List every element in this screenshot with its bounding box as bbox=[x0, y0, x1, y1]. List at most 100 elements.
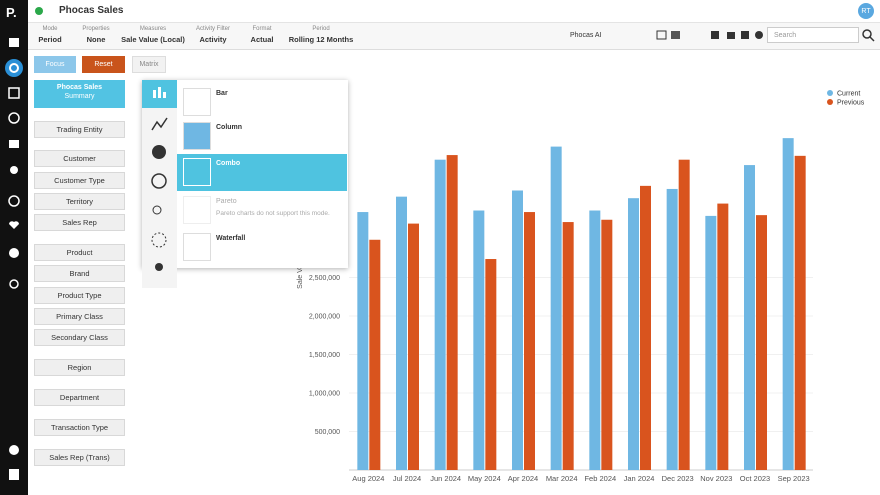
y-tick-label: 1,000,000 bbox=[309, 391, 340, 398]
toolbar-group-label: Activity Filter bbox=[195, 26, 231, 32]
bar bbox=[550, 146, 562, 470]
toolbar-group-value: Rolling 12 Months bbox=[288, 35, 354, 44]
toolbar-icons bbox=[656, 30, 763, 40]
dimension-button[interactable]: Sales Rep bbox=[34, 214, 125, 231]
toolbar-group-label: Mode bbox=[42, 26, 58, 32]
menu-item-column[interactable]: Column bbox=[177, 118, 347, 154]
bar bbox=[512, 190, 523, 471]
bar bbox=[717, 203, 729, 470]
toolbar-group-label: Period bbox=[312, 26, 330, 32]
y-tick-label: 500,000 bbox=[315, 429, 340, 436]
bar bbox=[369, 239, 381, 470]
legend-label: Current bbox=[837, 91, 860, 98]
top-bar: Phocas Sales RT bbox=[28, 0, 880, 23]
bar bbox=[485, 259, 497, 470]
toolbar-group-value: Actual bbox=[250, 35, 274, 44]
logo[interactable]: P. bbox=[6, 5, 17, 20]
bar bbox=[628, 198, 639, 470]
dimension-button[interactable]: Trading Entity bbox=[34, 121, 125, 138]
x-tick-label: Nov 2023 bbox=[700, 474, 732, 483]
dimension-button[interactable]: Secondary Class bbox=[34, 329, 125, 346]
menu-icon-column bbox=[142, 80, 177, 288]
bar bbox=[756, 215, 767, 470]
dimension-button[interactable]: Product bbox=[34, 244, 125, 261]
chart-type-menu: Bar Column Combo Pareto Pareto charts do … bbox=[142, 80, 348, 288]
y-tick-label: 2,500,000 bbox=[309, 275, 340, 282]
summary-title: Phocas Sales bbox=[56, 84, 103, 91]
menu-item-note: Pareto charts do not support this mode. bbox=[216, 210, 330, 217]
dimension-button[interactable]: Product Type bbox=[34, 287, 125, 304]
x-tick-label: Oct 2023 bbox=[740, 474, 770, 483]
bar bbox=[744, 165, 755, 470]
x-tick-label: Jun 2024 bbox=[430, 474, 461, 483]
database-title[interactable]: Phocas Sales bbox=[59, 5, 124, 16]
toolbar-group[interactable]: Properties None bbox=[82, 26, 109, 44]
dimension-button[interactable]: Territory bbox=[34, 193, 125, 210]
nav-bar: P. bbox=[0, 0, 28, 495]
dimension-button[interactable]: Transaction Type bbox=[34, 419, 125, 436]
bar bbox=[357, 212, 369, 471]
menu-item-label: Column bbox=[216, 124, 243, 131]
reset-button[interactable]: Reset bbox=[82, 56, 125, 73]
bar bbox=[678, 159, 690, 470]
toolbar-group[interactable]: Format Actual bbox=[251, 26, 274, 44]
bar bbox=[794, 155, 806, 470]
y-tick-label: 1,500,000 bbox=[309, 352, 340, 359]
x-tick-label: Aug 2024 bbox=[352, 474, 384, 483]
user-avatar[interactable]: RT bbox=[858, 3, 874, 19]
menu-item-label: Pareto bbox=[216, 198, 237, 205]
dimension-button[interactable]: Department bbox=[34, 389, 125, 406]
bar bbox=[666, 188, 678, 470]
bar bbox=[434, 159, 446, 470]
toolbar-group-value: Sale Value (Local) bbox=[121, 35, 185, 44]
toolbar-group-label: Format bbox=[252, 26, 272, 32]
toolbar-group-label: Measures bbox=[139, 26, 167, 32]
dimension-button[interactable]: Primary Class bbox=[34, 308, 125, 325]
bar bbox=[601, 219, 613, 470]
menu-item-label: Combo bbox=[216, 160, 241, 167]
dimension-button[interactable]: Customer bbox=[34, 150, 125, 167]
x-tick-label: May 2024 bbox=[468, 474, 501, 483]
status-dot bbox=[35, 7, 43, 15]
bar bbox=[562, 222, 574, 470]
menu-item-pareto: Pareto Pareto charts do not support this … bbox=[177, 192, 347, 228]
toolbar-group[interactable]: Activity Filter Activity bbox=[196, 26, 230, 44]
bar bbox=[524, 212, 535, 471]
bar bbox=[589, 210, 601, 470]
ai-button[interactable]: Phocas AI bbox=[570, 32, 602, 39]
y-axis-label: Sale Value ( bbox=[297, 251, 304, 289]
x-tick-label: Mar 2024 bbox=[546, 474, 578, 483]
matrix-button[interactable]: Matrix bbox=[132, 56, 166, 73]
bar bbox=[408, 223, 419, 470]
summary-button[interactable]: Phocas Sales Summary bbox=[34, 80, 125, 108]
y-tick-label: 2,000,000 bbox=[309, 314, 340, 321]
toolbar-group-value: Period bbox=[38, 35, 62, 44]
bar bbox=[640, 185, 651, 470]
toolbar-group-value: Activity bbox=[199, 35, 227, 44]
dimension-button[interactable]: Sales Rep (Trans) bbox=[34, 449, 125, 466]
bar bbox=[782, 138, 794, 470]
legend-swatch bbox=[827, 90, 833, 96]
x-tick-label: Sep 2023 bbox=[778, 474, 810, 483]
toolbar-group[interactable]: Mode Period bbox=[38, 26, 61, 44]
focus-button[interactable]: Focus bbox=[34, 56, 76, 73]
x-tick-label: Dec 2023 bbox=[662, 474, 694, 483]
menu-item-waterfall[interactable]: Waterfall bbox=[177, 229, 347, 265]
toolbar-group[interactable]: Period Rolling 12 Months bbox=[289, 26, 354, 44]
x-tick-label: Feb 2024 bbox=[584, 474, 616, 483]
toolbar-group[interactable]: Measures Sale Value (Local) bbox=[121, 26, 185, 44]
legend-label: Previous bbox=[837, 100, 865, 107]
toolbar-group-label: Properties bbox=[82, 26, 110, 32]
bar bbox=[473, 210, 485, 470]
bar bbox=[446, 155, 458, 470]
menu-item-combo[interactable]: Combo bbox=[177, 154, 347, 191]
x-tick-label: Jul 2024 bbox=[393, 474, 421, 483]
search-icon[interactable] bbox=[862, 29, 876, 43]
search-input[interactable]: Search bbox=[767, 27, 859, 43]
dimension-button[interactable]: Region bbox=[34, 359, 125, 376]
dimension-button[interactable]: Brand bbox=[34, 265, 125, 282]
dimension-button[interactable]: Customer Type bbox=[34, 172, 125, 189]
menu-item-bar[interactable]: Bar bbox=[177, 84, 347, 120]
